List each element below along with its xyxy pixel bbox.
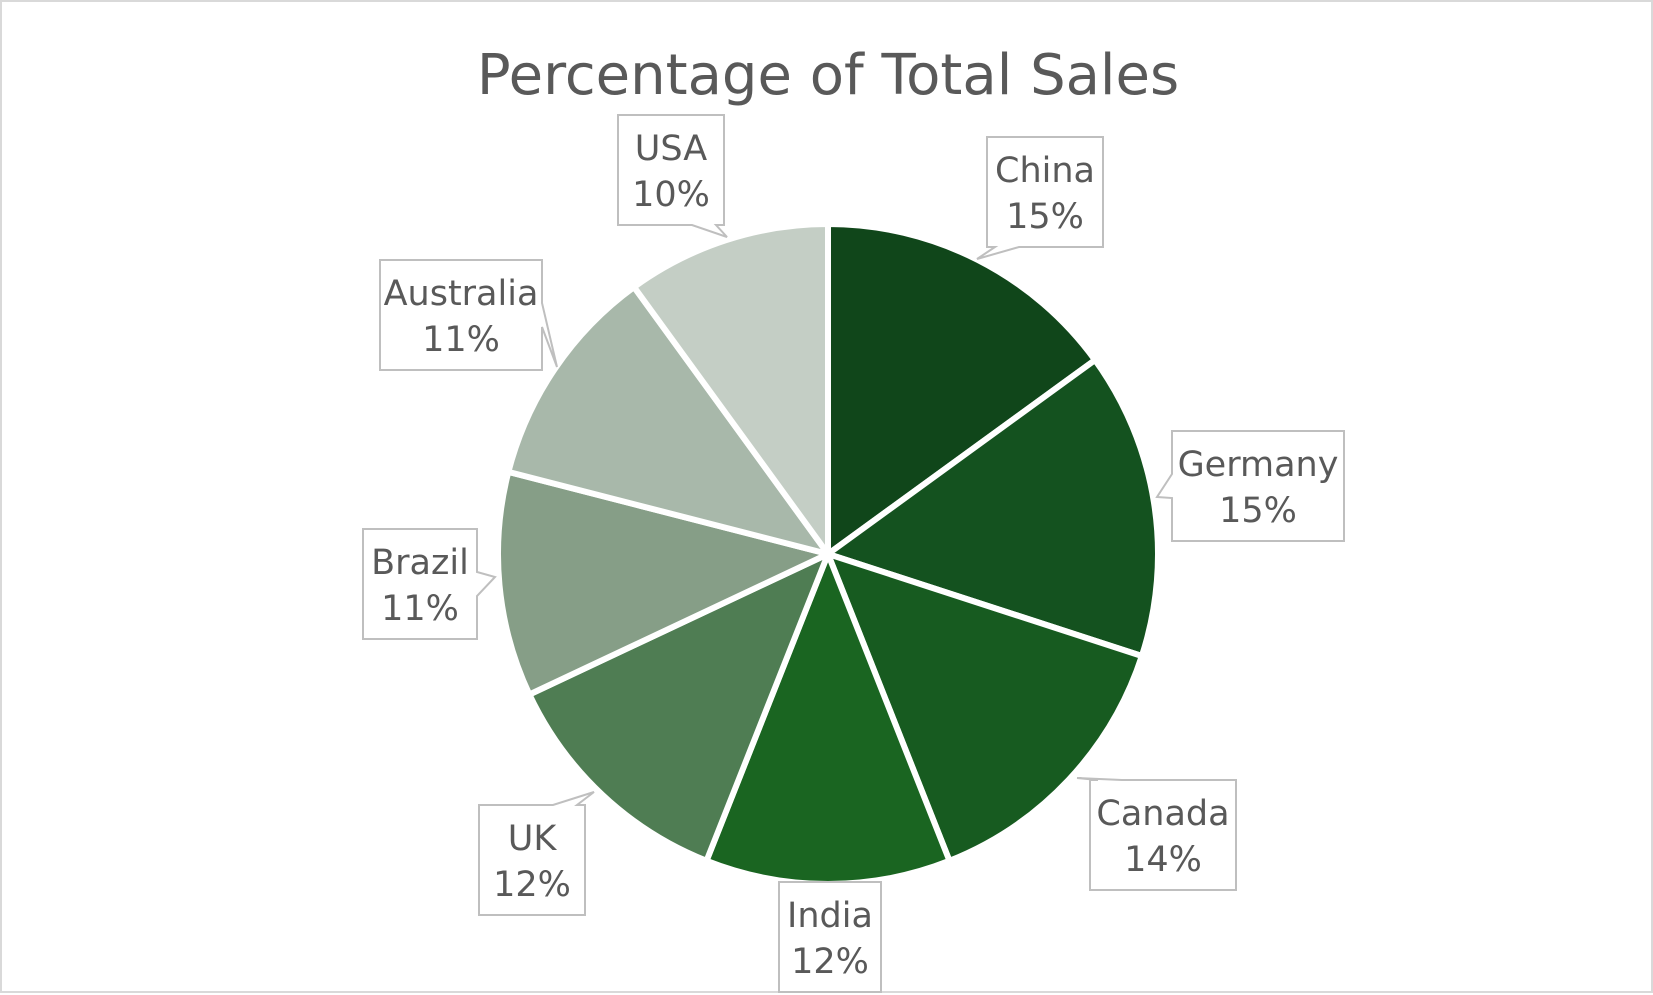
slices-layer — [495, 221, 1162, 887]
slice-value-label: 14% — [1124, 840, 1202, 880]
slice-category-label: USA — [635, 129, 707, 169]
slice-category-label: Australia — [384, 274, 539, 314]
slice-value-label: 11% — [381, 589, 459, 629]
callout-australia: Australia 11% — [379, 259, 558, 371]
pie-slice-australia — [505, 284, 831, 557]
slice-category-label: Germany — [1178, 445, 1339, 485]
slice-value-label: 15% — [1219, 491, 1297, 531]
callout-box — [379, 259, 558, 371]
slice-value-label: 12% — [493, 865, 571, 905]
slice-value-label: 12% — [791, 942, 869, 982]
callout-brazil: Brazil 11% — [362, 528, 497, 640]
callout-germany: Germany 15% — [1155, 430, 1345, 542]
callouts-layer: China 15% Germany 15% Canada 14% India 12% UK 12%… — [362, 114, 1345, 993]
slice-category-label: Canada — [1096, 794, 1229, 834]
slice-value-label: 10% — [632, 175, 710, 215]
pie-slice-brazil — [495, 468, 831, 698]
chart-title: Percentage of Total Sales — [477, 43, 1179, 108]
pie-slice-china — [825, 221, 1098, 557]
pie-slice-usa — [631, 221, 831, 557]
callout-china: China 15% — [976, 136, 1104, 260]
slice-category-label: UK — [508, 819, 558, 859]
slice-value-label: 15% — [1006, 197, 1084, 237]
pie-slice-uk — [526, 551, 831, 864]
callout-box — [1076, 777, 1237, 891]
callout-box — [778, 881, 882, 993]
slice-value-label: 11% — [422, 320, 500, 360]
callout-uk: UK 12% — [478, 791, 595, 916]
slice-category-label: Brazil — [371, 543, 469, 583]
callout-usa: USA 10% — [617, 114, 728, 238]
pie-slice-germany — [825, 357, 1162, 659]
callout-box — [478, 791, 595, 916]
callout-box — [976, 136, 1104, 260]
slice-category-label: China — [995, 151, 1095, 191]
callout-box — [617, 114, 728, 238]
callout-india: India 12% — [778, 881, 882, 993]
callout-box — [1155, 430, 1345, 542]
callout-box — [362, 528, 497, 640]
slice-category-label: India — [787, 896, 873, 936]
callout-canada: Canada 14% — [1076, 777, 1237, 891]
pie-slice-canada — [825, 551, 1145, 864]
